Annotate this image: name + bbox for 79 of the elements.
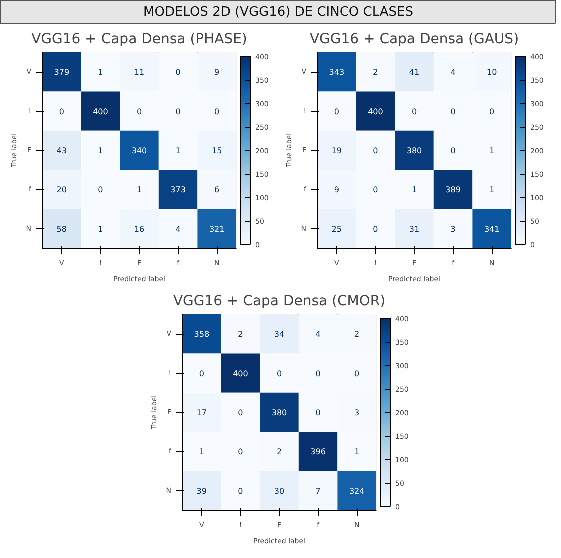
data-label: 10 — [487, 68, 498, 78]
data-label: 0 — [373, 186, 378, 195]
data-label: 31 — [409, 224, 420, 234]
data-label: 17 — [196, 408, 207, 418]
data-label: 389 — [446, 186, 461, 195]
data-label: 0 — [214, 107, 220, 116]
data-label: 373 — [170, 186, 186, 195]
data-label: 0 — [316, 408, 321, 418]
data-label: 4 — [450, 68, 456, 78]
data-label: 9 — [214, 68, 220, 78]
data-label: 3 — [450, 224, 456, 234]
data-label: 1 — [176, 146, 181, 156]
data-label: 19 — [332, 146, 342, 156]
data-label: 1 — [98, 68, 104, 78]
data-label: 400 — [233, 369, 248, 378]
data-label: 0 — [238, 448, 244, 457]
data-label: 0 — [373, 224, 378, 234]
data-label: 4 — [176, 224, 181, 234]
data-label: 0 — [412, 107, 418, 116]
chart-title: VGG16 + Capa Densa (GAUS) — [310, 32, 520, 48]
data-label: 2 — [373, 68, 378, 78]
data-label: 1 — [136, 186, 142, 195]
data-label: 0 — [199, 369, 204, 378]
data-label: 58 — [56, 224, 67, 234]
data-label: 380 — [272, 408, 288, 418]
data-label: 15 — [212, 146, 222, 156]
data-label: 2 — [238, 330, 244, 340]
data-label: 0 — [238, 486, 244, 496]
data-label: 1 — [490, 146, 495, 156]
data-label: 358 — [194, 330, 210, 340]
data-label: 400 — [368, 107, 384, 116]
data-label: 39 — [196, 486, 207, 496]
data-label: 0 — [450, 107, 456, 116]
data-label: 341 — [484, 224, 500, 234]
data-label: 0 — [490, 107, 495, 116]
data-label: 340 — [132, 146, 148, 156]
data-label: 2 — [354, 330, 360, 340]
data-label: 1 — [199, 448, 204, 457]
data-label: 11 — [134, 68, 145, 78]
data-label: 0 — [136, 107, 142, 116]
data-label: 0 — [59, 107, 64, 116]
data-label: 1 — [490, 186, 495, 195]
data-label: 41 — [409, 68, 420, 78]
data-label: 20 — [56, 186, 67, 195]
data-label: 25 — [332, 224, 342, 234]
data-label: 6 — [214, 186, 220, 195]
chart-title: VGG16 + Capa Densa (PHASE) — [32, 32, 248, 48]
data-label: 34 — [274, 330, 285, 340]
data-label: 9 — [334, 186, 340, 195]
data-label: 1 — [354, 448, 360, 457]
chart-title: VGG16 + Capa Densa (CMOR) — [173, 294, 386, 310]
data-label: 321 — [209, 224, 225, 234]
data-label: 0 — [98, 186, 104, 195]
data-label: 0 — [176, 68, 181, 78]
data-label: 379 — [54, 68, 70, 78]
data-label: 0 — [450, 146, 456, 156]
data-label: 1 — [98, 146, 104, 156]
data-label: 30 — [274, 486, 285, 496]
text: MODELOS 2D (VGG16) DE CINCO CLASES — [144, 5, 414, 20]
data-label: 0 — [373, 146, 378, 156]
data-label: 380 — [406, 146, 422, 156]
data-label: 1 — [412, 186, 418, 195]
data-label: 324 — [349, 486, 365, 496]
data-label: 43 — [56, 146, 67, 156]
data-label: 7 — [316, 486, 321, 496]
data-label: 4 — [316, 330, 321, 340]
data-label: 400 — [93, 107, 108, 116]
data-label: 1 — [98, 224, 104, 234]
data-label: 0 — [316, 369, 321, 378]
data-label: 0 — [276, 369, 282, 378]
data-label: 2 — [276, 448, 282, 457]
data-label: 0 — [354, 369, 360, 378]
data-label: 16 — [134, 224, 145, 234]
data-label: 396 — [310, 448, 326, 457]
data-label: 343 — [329, 68, 345, 78]
data-label: 0 — [176, 107, 181, 116]
data-label: 0 — [238, 408, 244, 418]
data-label: 0 — [334, 107, 340, 116]
data-label: 3 — [354, 408, 360, 418]
